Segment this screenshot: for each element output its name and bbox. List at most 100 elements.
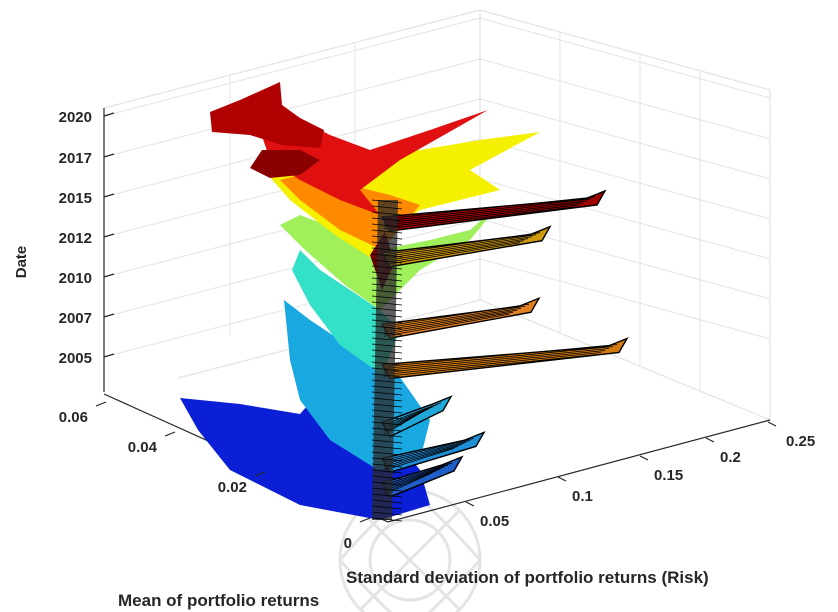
mean-tick-label: 0 [344, 535, 352, 552]
ridge-6-mesh-line [383, 202, 584, 226]
ridge-5-mesh-line [383, 240, 525, 264]
mesh-spine-line [371, 199, 403, 204]
mesh-spine-line [371, 355, 403, 360]
ridge-1-mesh-line [383, 439, 471, 463]
y-axis-title: Mean of portfolio returns [118, 591, 319, 610]
mesh-spine-line [371, 439, 403, 444]
mesh-spine-line [371, 211, 403, 216]
grid-date-right [479, 17, 771, 99]
surface-fill [180, 82, 540, 520]
grid-back-floor-right [479, 299, 771, 421]
mesh-spine-line [371, 343, 403, 348]
mesh-spine-line [371, 493, 403, 498]
mesh-spine-line [371, 385, 403, 390]
ridge-3-mesh-line [383, 348, 610, 371]
ridge-1-mesh-line [383, 443, 463, 467]
grid-date-right [479, 58, 771, 140]
ridge-4-mesh-line [383, 307, 522, 331]
ridge-1-mesh-line [383, 445, 459, 469]
mesh-spine-line [371, 295, 403, 300]
surface-band-7 [210, 82, 324, 148]
mesh-spine-line [371, 475, 403, 480]
grid-date-right [479, 98, 771, 180]
mesh-spine-line [371, 427, 403, 432]
mean-axis-ticks: 0 0.02 0.04 0.06 [59, 401, 371, 552]
mean-tick-label: 0.04 [128, 439, 158, 456]
grid-date-right [479, 178, 771, 260]
mesh-spine-line [371, 517, 403, 522]
mesh-spine-line [371, 457, 403, 462]
ridge-5-mesh-line [383, 236, 533, 260]
ridge-3-mesh-line [383, 346, 614, 369]
ridge-0-mesh-line [383, 466, 445, 490]
date-tick-mark [103, 313, 115, 318]
mesh-spine-line [371, 469, 403, 474]
mesh-spine-line [371, 289, 403, 294]
date-tick-mark [103, 112, 115, 117]
risk-tick-mark [767, 421, 777, 427]
date-tick-mark [103, 153, 115, 158]
mesh-spine-line [371, 313, 403, 318]
ridge-5-mesh-line [383, 232, 541, 256]
ridge-6-mesh-line [383, 200, 588, 224]
mesh-spine-line [371, 415, 403, 420]
mesh-spine-line [371, 271, 403, 276]
axes-box [103, 9, 771, 523]
ridge-3-mesh-line [383, 350, 606, 373]
date-tick-label: 2007 [59, 310, 92, 327]
mesh-spine-line [371, 283, 403, 288]
mesh-spine-line [371, 379, 403, 384]
grid-back-top-right [479, 9, 771, 91]
mesh-spine-line [371, 409, 403, 414]
mesh-spine-line [371, 235, 403, 240]
risk-tick-label: 0.25 [786, 433, 815, 450]
surface-mesh [371, 189, 629, 522]
mesh-spine-line [371, 307, 403, 312]
mesh-spine-line [371, 325, 403, 330]
mean-tick-mark [164, 431, 176, 437]
mesh-spine-line [371, 331, 403, 336]
date-tick-label: 2020 [59, 109, 92, 126]
mean-tick-label: 0.02 [218, 479, 247, 496]
ridge-0-mesh-line [383, 464, 449, 488]
ridge-4-mesh-line [383, 305, 526, 329]
ridge-5-mesh-line [383, 234, 537, 258]
mesh-spine-line [371, 361, 403, 366]
mesh-spine-line [371, 229, 403, 234]
ridge-6-mesh-line [383, 198, 592, 222]
ridge-6-mesh-line [383, 196, 596, 220]
mesh-spine-line [371, 223, 403, 228]
mesh-spine-line [371, 265, 403, 270]
ridge-6-mesh-line [383, 206, 576, 230]
ridge-3-mesh-line [383, 352, 602, 375]
mesh-spine-line [371, 463, 403, 468]
grid-date-left [103, 17, 481, 117]
ridge-4-mesh-line [383, 309, 518, 333]
risk-tick-label: 0.05 [480, 513, 509, 530]
risk-tick-mark [705, 437, 715, 443]
ridge-5-mesh-line [383, 242, 521, 266]
risk-tick-label: 0.15 [654, 467, 683, 484]
mesh-spine-line [371, 241, 403, 246]
mesh-spine-line [371, 319, 403, 324]
ridge-4-mesh-line [383, 313, 510, 337]
mesh-spine-line [371, 433, 403, 438]
grid-date-right [479, 218, 771, 300]
ridge-3-mesh-line [383, 344, 618, 367]
date-axis-ticks: 2005 2007 2010 2012 2015 2017 2020 [59, 109, 115, 367]
mesh-spine-line [371, 205, 403, 210]
date-tick-mark [103, 193, 115, 198]
grid-date-right [479, 138, 771, 220]
mesh-spine-line [371, 445, 403, 450]
ridge-1-mesh-line [383, 437, 475, 461]
mean-tick-mark [95, 401, 107, 407]
grid-back-top-left [103, 9, 481, 109]
date-tick-label: 2010 [59, 270, 92, 287]
axis-floor-front [103, 393, 771, 523]
date-tick-mark [103, 233, 115, 238]
mesh-spine-line [371, 247, 403, 252]
risk-axis-ticks: 0.05 0.1 0.15 0.2 0.25 [465, 421, 815, 530]
mean-tick-label: 0.06 [59, 409, 88, 426]
mean-tick-mark [359, 517, 371, 523]
